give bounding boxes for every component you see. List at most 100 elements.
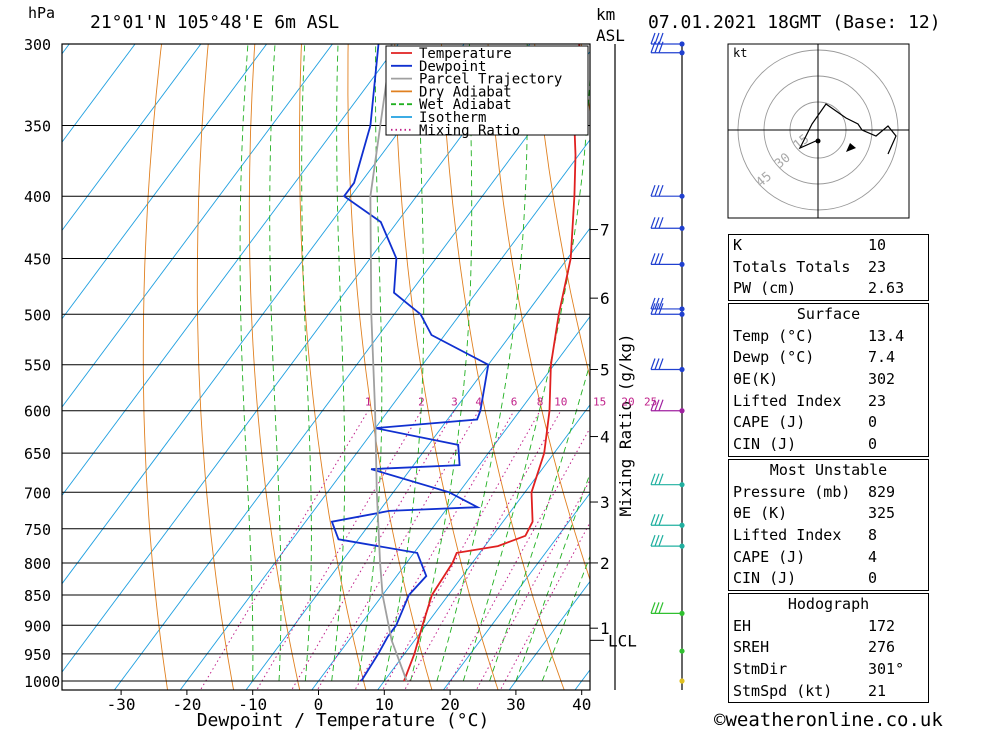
index-row-totals: Totals Totals 23	[729, 257, 928, 279]
wind-barb-flag	[650, 217, 656, 229]
mu-row: Lifted Index 8	[729, 525, 928, 547]
row-label: CAPE (J)	[733, 547, 806, 566]
row-value: 276	[868, 638, 896, 657]
wind-barb-flag	[654, 602, 660, 614]
pressure-tick-label: 350	[24, 118, 51, 136]
legend-label: Wet Adiabat	[419, 97, 512, 113]
isotherm-line	[62, 44, 136, 143]
dry-adiabat-line	[989, 8, 1000, 697]
wind-barb-flag	[658, 185, 664, 197]
wind-barb-flag	[654, 514, 660, 526]
isotherm-line	[442, 492, 590, 690]
wind-barb-flag	[658, 534, 664, 547]
row-label: Dewp (°C)	[733, 348, 815, 367]
wind-level-dot	[679, 648, 685, 654]
wind-barb-flag	[650, 514, 656, 526]
wet-adiabat-line	[436, 44, 528, 682]
row-value: 23	[868, 391, 887, 410]
row-value: 7.4	[868, 348, 896, 367]
height-tick-label: 1	[600, 619, 610, 638]
credit-link[interactable]: ©weatheronline.co.uk	[714, 709, 943, 731]
x-tick-label: 30	[506, 695, 525, 714]
isotherm-line	[62, 44, 202, 232]
height-tick-label: 6	[600, 289, 610, 308]
pressure-tick-label: 400	[24, 188, 51, 206]
isotherm-line	[245, 227, 590, 690]
wind-barb-flag	[654, 358, 660, 370]
pressure-tick-label: 950	[24, 646, 51, 664]
km-label: km	[596, 5, 616, 24]
wind-barb-flag	[650, 253, 656, 265]
row-value: 4	[868, 547, 878, 566]
legend-label: Parcel Trajectory	[419, 72, 562, 88]
row-value: 8	[868, 526, 878, 545]
pressure-tick-label: 850	[24, 587, 51, 605]
row-label: StmDir	[733, 660, 788, 679]
row-label: PW (cm)	[733, 279, 797, 298]
isotherm-line	[311, 315, 590, 690]
wind-barb-flag	[650, 297, 656, 310]
x-axis-title: Dewpoint / Temperature (°C)	[197, 710, 490, 731]
mixing-ratio-line	[475, 479, 590, 690]
wind-barb-flag	[650, 41, 656, 53]
surface-table: Surface Temp (°C) 13.4 Dewp (°C) 7.4 θE(K)…	[728, 303, 929, 457]
row-value: 301°	[868, 660, 905, 679]
row-label: θE(K)	[733, 370, 779, 389]
series-parcel-trajectory-line	[369, 44, 408, 682]
wind-barb-flag	[654, 32, 660, 45]
mixing-ratio-label: 25	[644, 396, 657, 409]
legend-label: Dry Adiabat	[419, 84, 512, 100]
wet-adiabat-line	[301, 44, 312, 682]
row-value: 302	[868, 370, 896, 389]
mixing-ratio-line	[256, 410, 422, 690]
asl-label: ASL	[596, 26, 625, 45]
row-value: 0	[868, 569, 878, 588]
wind-barb-flag	[654, 399, 660, 411]
pressure-tick-label: 500	[24, 306, 51, 324]
wind-barb-flag	[650, 534, 656, 547]
pressure-tick-label: 800	[24, 555, 51, 573]
series-dewpoint-line	[330, 44, 490, 682]
row-value: 23	[868, 257, 887, 276]
pressure-tick-label: 300	[24, 36, 51, 54]
mixing-ratio-line	[316, 410, 480, 690]
index-row-pw: PW (cm) 2.63	[729, 278, 928, 300]
row-value: 13.4	[868, 326, 905, 345]
dry-adiabat-line	[440, 44, 565, 690]
row-label: EH	[733, 616, 752, 635]
surface-row: CAPE (J) 0	[729, 412, 928, 434]
mixing-ratio-label: 15	[593, 396, 606, 409]
hodograph-trace	[798, 103, 897, 155]
row-label: Pressure (mb)	[733, 482, 851, 501]
pressure-tick-label: 600	[24, 403, 51, 421]
mixing-ratio-line	[499, 521, 590, 690]
wind-barb-flag	[654, 185, 660, 197]
wet-adiabat-line	[357, 44, 383, 682]
wind-barb-flag	[658, 514, 664, 526]
series-temperature-line	[403, 44, 582, 682]
wind-barb-flag	[658, 602, 664, 614]
row-value: 172	[868, 616, 896, 635]
mixing-ratio-label: 8	[537, 396, 544, 409]
pressure-tick-label: 1000	[24, 673, 60, 691]
row-label: Temp (°C)	[733, 326, 815, 345]
row-value: 0	[868, 435, 878, 454]
row-label: Totals Totals	[733, 257, 851, 276]
mixing-ratio-axis-title: Mixing Ratio (g/kg)	[616, 333, 635, 516]
wind-barb-flag	[658, 358, 664, 370]
row-value: 829	[868, 482, 896, 501]
storm-motion-marker	[846, 143, 856, 152]
wind-barb-flag	[658, 399, 664, 411]
wind-barb-flag	[650, 185, 656, 197]
wind-barb-flag	[654, 303, 660, 315]
pressure-tick-label: 650	[24, 445, 51, 463]
hodo-row: EH 172	[729, 616, 928, 638]
dry-adiabat-line	[142, 44, 168, 690]
dry-adiabat-line	[943, 8, 1000, 697]
height-tick-label: 2	[600, 554, 610, 573]
isotherm-line	[62, 44, 268, 320]
legend-label: Temperature	[419, 46, 512, 62]
mixing-ratio-label: 6	[511, 396, 518, 409]
